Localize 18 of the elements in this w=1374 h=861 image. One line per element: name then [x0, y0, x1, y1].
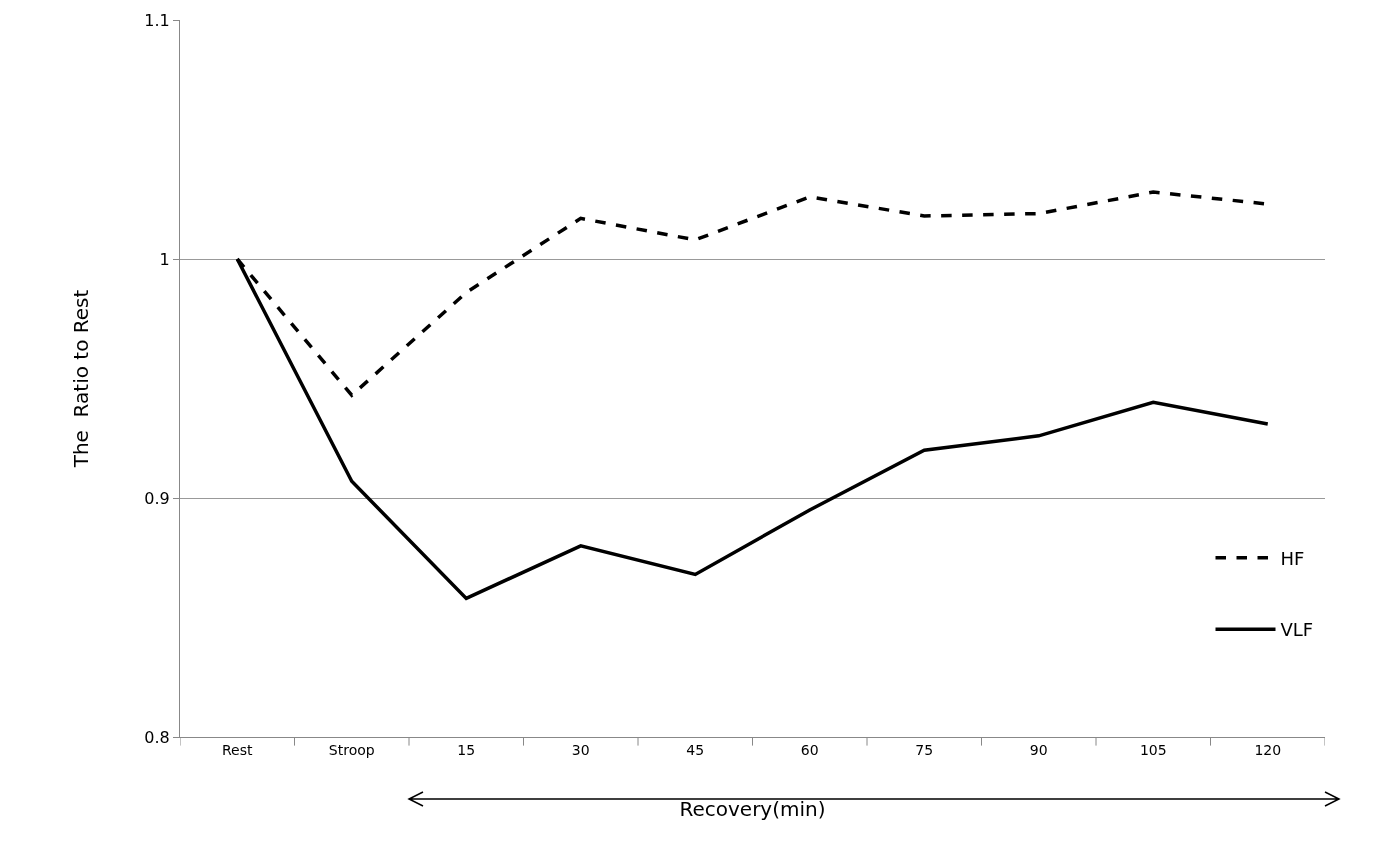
- y-axis-title: The Ratio to Rest: [68, 289, 93, 469]
- x-tick-label: 90: [1029, 741, 1048, 758]
- x-tick-label: 105: [1139, 741, 1167, 758]
- legend-label: HF: [1280, 547, 1305, 569]
- x-tick-label: 30: [571, 741, 590, 758]
- y-tick-label: 1: [159, 249, 170, 269]
- y-tick-label: 1.1: [144, 10, 170, 30]
- x-tick-label: 15: [457, 741, 476, 758]
- legend-label: VLF: [1280, 619, 1314, 641]
- x-tick-label: 60: [800, 741, 819, 758]
- x-axis-title: Recovery(min): [679, 797, 826, 822]
- x-tick-label: Rest: [222, 741, 254, 758]
- x-tick-label: 75: [915, 741, 934, 758]
- x-tick-label: Stroop: [328, 741, 375, 758]
- x-tick-label: 120: [1254, 741, 1282, 758]
- y-tick-label: 0.9: [144, 488, 170, 508]
- x-tick-label: 45: [686, 741, 705, 758]
- y-tick-label: 0.8: [144, 727, 170, 747]
